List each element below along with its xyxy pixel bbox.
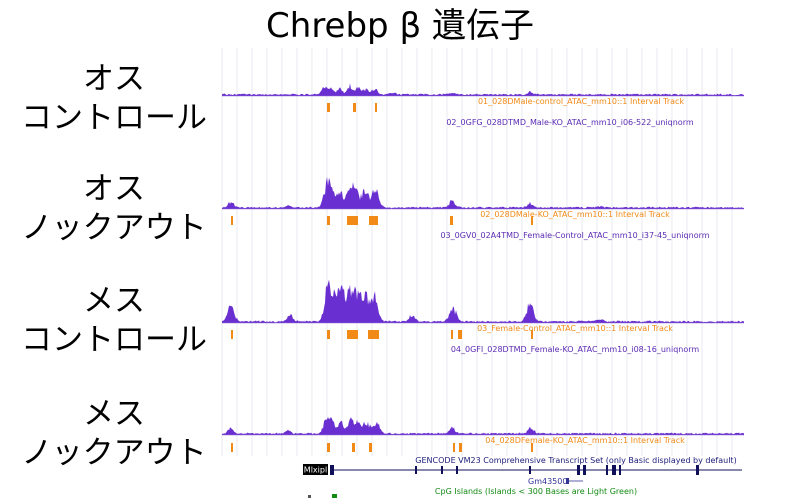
interval-peak: [531, 443, 533, 452]
interval-peak: [369, 216, 378, 225]
group-label-line1: メス: [83, 283, 145, 319]
interval-track-label: 03_Female-Control_ATAC_mm10::1 Interval …: [477, 324, 673, 333]
interval-peak: [327, 330, 330, 339]
gencode-track-label: GENCODE VM23 Comprehensive Transcript Se…: [415, 456, 736, 465]
figure-title: Chrebp β 遺伝子: [266, 6, 534, 46]
atac-signal-track: [222, 417, 744, 435]
exon: [612, 465, 616, 475]
exon: [330, 465, 334, 475]
track-group-male-knockout: 02_028DMale-KO_ATAC_mm10::1 Interval Tra…: [222, 176, 744, 240]
exon: [456, 466, 458, 474]
exon: [619, 465, 621, 475]
interval-peak: [531, 216, 533, 225]
exon: [606, 465, 608, 475]
exon: [415, 466, 417, 474]
exon: [696, 465, 699, 475]
interval-peak: [327, 103, 330, 112]
atac-signal-track: [222, 176, 744, 209]
exon: [566, 478, 569, 484]
signal-track-label: 04_0GFI_028DTMD_Female-KO_ATAC_mm10_i08-…: [451, 345, 700, 354]
interval-track: [231, 443, 533, 452]
interval-track-label: 01_028DMale-control_ATAC_mm10::1 Interva…: [478, 97, 684, 106]
interval-track-label: 02_028DMale-KO_ATAC_mm10::1 Interval Tra…: [480, 210, 670, 219]
second-gene-label: Gm43500: [528, 477, 567, 486]
gencode-track: GENCODE VM23 Comprehensive Transcript Se…: [303, 456, 742, 486]
exon: [441, 466, 443, 474]
group-label-male-control: オス コントロール: [0, 60, 228, 138]
interval-peak: [231, 330, 233, 339]
interval-peak: [459, 443, 462, 452]
interval-peak: [347, 330, 358, 339]
cpg-island: [308, 495, 311, 498]
signal-track-label: 02_0GFG_028DTMD_Male-KO_ATAC_mm10_i06-52…: [446, 118, 694, 127]
interval-peak: [369, 443, 372, 452]
exon: [583, 465, 586, 475]
exon: [529, 466, 531, 474]
interval-peak: [450, 216, 453, 225]
interval-peak: [231, 216, 233, 225]
interval-peak: [451, 330, 453, 339]
track-group-male-control: 01_028DMale-control_ATAC_mm10::1 Interva…: [222, 83, 744, 127]
group-label-line1: オス: [83, 61, 145, 97]
group-label-line1: メス: [83, 396, 145, 432]
signal-track-label: 03_0GV0_02A4TMD_Female-Control_ATAC_mm10…: [440, 231, 709, 240]
cpg-island: [332, 494, 337, 498]
track-group-female-control: 03_Female-Control_ATAC_mm10::1 Interval …: [222, 279, 744, 354]
interval-peak: [327, 443, 330, 452]
interval-track: [231, 216, 533, 225]
atac-signal-track: [222, 83, 744, 96]
interval-peak: [352, 443, 355, 452]
atac-signal-track: [222, 279, 744, 323]
interval-peak: [453, 443, 455, 452]
group-label-female-knockout: メス ノックアウト: [0, 395, 228, 473]
group-label-female-control: メス コントロール: [0, 282, 228, 360]
grid-lines: [221, 48, 733, 456]
interval-track: [327, 103, 377, 112]
interval-peak: [231, 443, 233, 452]
group-label-line2: ノックアウト: [21, 210, 207, 246]
interval-peak: [327, 216, 330, 225]
group-label-line2: コントロール: [21, 100, 207, 136]
group-label-line1: オス: [83, 171, 145, 207]
interval-peak: [458, 330, 462, 339]
interval-track: [231, 330, 533, 339]
interval-peak: [353, 103, 356, 112]
interval-track-label: 04_028DFemale-KO_ATAC_mm10::1 Interval T…: [485, 436, 685, 445]
track-group-female-knockout: 04_028DFemale-KO_ATAC_mm10::1 Interval T…: [222, 417, 744, 452]
group-label-line2: ノックアウト: [21, 435, 207, 471]
exon: [577, 465, 580, 475]
interval-peak: [531, 330, 533, 339]
group-label-line2: コントロール: [21, 322, 207, 358]
group-label-male-knockout: オス ノックアウト: [0, 170, 228, 248]
cpg-track: CpG Islands (Islands < 300 Bases are Lig…: [308, 487, 637, 498]
cpg-track-label: CpG Islands (Islands < 300 Bases are Lig…: [435, 487, 637, 496]
interval-peak: [368, 330, 379, 339]
interval-peak: [347, 216, 358, 225]
gene-name: Mlxipl: [304, 466, 327, 475]
interval-peak: [375, 103, 377, 112]
gene-name-box: [303, 464, 328, 475]
